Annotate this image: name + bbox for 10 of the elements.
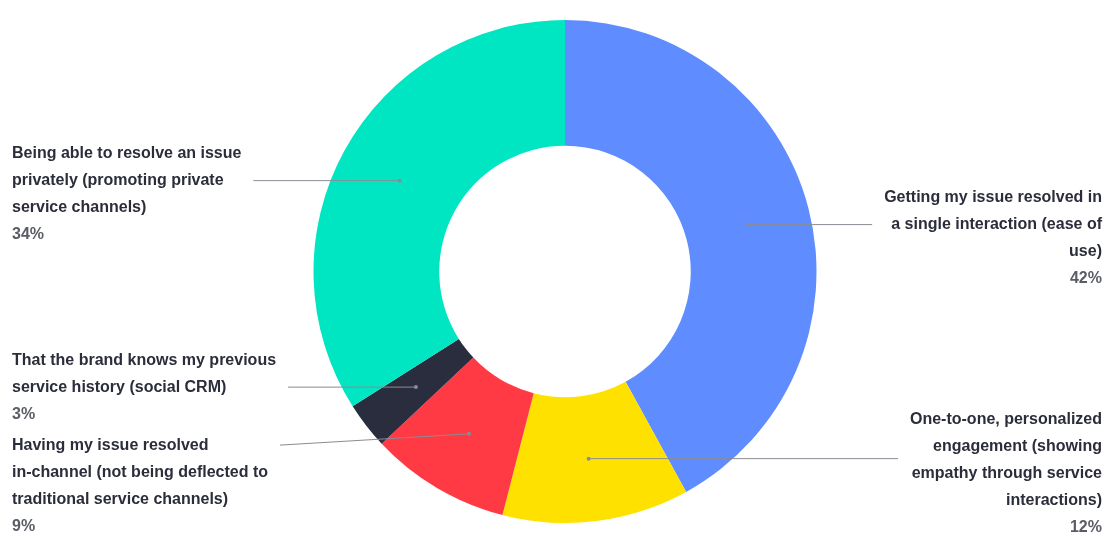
- slice-label: Having my issue resolved in-channel (not being deflected to traditional service channels): [12, 435, 269, 507]
- slice-label: Getting my issue resolved in a single interaction (ease of use): [884, 188, 1103, 259]
- data-label: 34%: [12, 225, 45, 243]
- slice-label: Being able to resolve an issue privately (promoting private service channels): [12, 144, 242, 216]
- slice-label: One-to-one, personalized engagement (showing empathy through service interactions): [909, 409, 1103, 508]
- data-label: 3%: [12, 404, 36, 422]
- slice-label: That the brand knows my previous service history (social CRM): [12, 350, 277, 395]
- data-label: 42%: [1069, 269, 1102, 286]
- data-label: 12%: [1069, 517, 1102, 535]
- data-label: 9%: [12, 516, 36, 534]
